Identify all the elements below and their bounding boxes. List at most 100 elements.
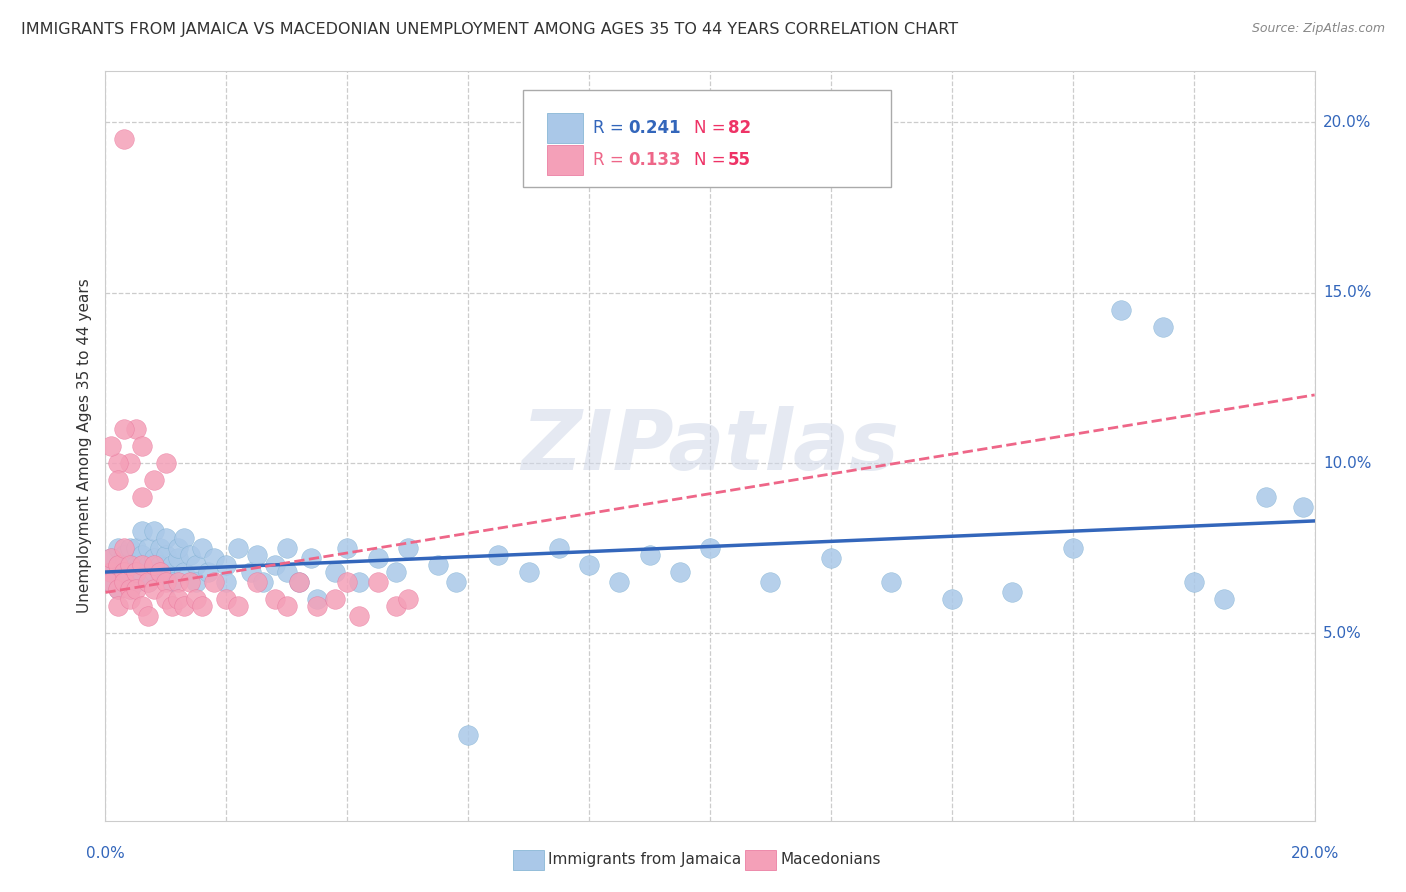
Point — [149, 565, 172, 579]
Point — [155, 456, 177, 470]
Point — [228, 541, 250, 556]
Point — [160, 599, 183, 613]
Point — [215, 592, 238, 607]
Point — [263, 592, 285, 607]
Point — [488, 548, 510, 562]
Point — [276, 541, 298, 556]
Text: 0.133: 0.133 — [628, 151, 681, 169]
Point — [191, 541, 214, 556]
Text: 82: 82 — [728, 119, 751, 136]
Point — [323, 565, 346, 579]
Point — [336, 575, 359, 590]
Point — [699, 541, 721, 556]
Point — [349, 609, 371, 624]
Point — [124, 422, 148, 436]
Point — [336, 541, 359, 556]
Point — [142, 473, 165, 487]
Point — [155, 592, 177, 607]
Point — [100, 551, 122, 566]
Point — [100, 439, 122, 453]
FancyBboxPatch shape — [523, 90, 891, 187]
Point — [160, 558, 183, 573]
Point — [118, 541, 141, 556]
Point — [149, 558, 172, 573]
Point — [1212, 592, 1236, 607]
Point — [118, 558, 141, 573]
Point — [107, 456, 129, 470]
Point — [307, 599, 329, 613]
FancyBboxPatch shape — [547, 112, 583, 143]
Text: Macedonians: Macedonians — [780, 853, 880, 867]
Point — [136, 541, 159, 556]
Point — [323, 592, 346, 607]
Point — [263, 558, 285, 573]
Point — [173, 599, 195, 613]
Point — [1001, 585, 1024, 599]
Text: 5.0%: 5.0% — [1323, 626, 1361, 640]
Text: ZIPatlas: ZIPatlas — [522, 406, 898, 486]
Point — [609, 575, 631, 590]
Point — [427, 558, 450, 573]
Point — [228, 599, 250, 613]
Point — [215, 558, 238, 573]
Point — [107, 599, 129, 613]
Point — [112, 565, 135, 579]
Point — [107, 558, 129, 573]
Point — [517, 565, 540, 579]
Point — [118, 456, 141, 470]
Point — [107, 558, 129, 573]
Text: 15.0%: 15.0% — [1323, 285, 1371, 301]
Point — [100, 551, 122, 566]
Point — [186, 575, 208, 590]
Point — [669, 565, 692, 579]
Point — [820, 551, 842, 566]
Point — [131, 524, 153, 538]
Point — [149, 541, 172, 556]
Point — [366, 551, 388, 566]
Text: 0.0%: 0.0% — [86, 846, 125, 861]
Point — [131, 548, 153, 562]
Point — [548, 541, 571, 556]
Point — [142, 565, 165, 579]
Point — [124, 565, 148, 579]
Point — [155, 565, 177, 579]
Text: Source: ZipAtlas.com: Source: ZipAtlas.com — [1251, 22, 1385, 36]
Point — [396, 541, 419, 556]
Text: 10.0%: 10.0% — [1323, 456, 1371, 470]
Point — [107, 582, 129, 596]
Point — [160, 575, 183, 590]
Point — [191, 599, 214, 613]
Point — [100, 565, 122, 579]
Text: N =: N = — [695, 151, 731, 169]
Point — [100, 565, 122, 579]
Point — [384, 599, 406, 613]
Point — [112, 422, 135, 436]
Point — [384, 565, 406, 579]
Point — [136, 609, 159, 624]
Point — [179, 548, 201, 562]
Point — [941, 592, 963, 607]
Point — [112, 558, 135, 573]
Point — [124, 541, 148, 556]
Point — [112, 565, 135, 579]
Point — [112, 575, 135, 590]
Point — [131, 565, 153, 579]
Y-axis label: Unemployment Among Ages 35 to 44 years: Unemployment Among Ages 35 to 44 years — [76, 278, 91, 614]
Point — [142, 558, 165, 573]
Point — [118, 582, 141, 596]
Point — [167, 592, 190, 607]
Point — [131, 599, 153, 613]
Point — [136, 575, 159, 590]
Point — [276, 565, 298, 579]
Point — [118, 582, 141, 596]
Point — [118, 592, 141, 607]
Point — [167, 551, 190, 566]
Point — [1062, 541, 1084, 556]
Point — [136, 558, 159, 573]
Point — [202, 575, 225, 590]
Point — [1109, 302, 1132, 317]
Text: Immigrants from Jamaica: Immigrants from Jamaica — [548, 853, 741, 867]
Text: IMMIGRANTS FROM JAMAICA VS MACEDONIAN UNEMPLOYMENT AMONG AGES 35 TO 44 YEARS COR: IMMIGRANTS FROM JAMAICA VS MACEDONIAN UN… — [21, 22, 959, 37]
Point — [167, 541, 190, 556]
Point — [107, 541, 129, 556]
